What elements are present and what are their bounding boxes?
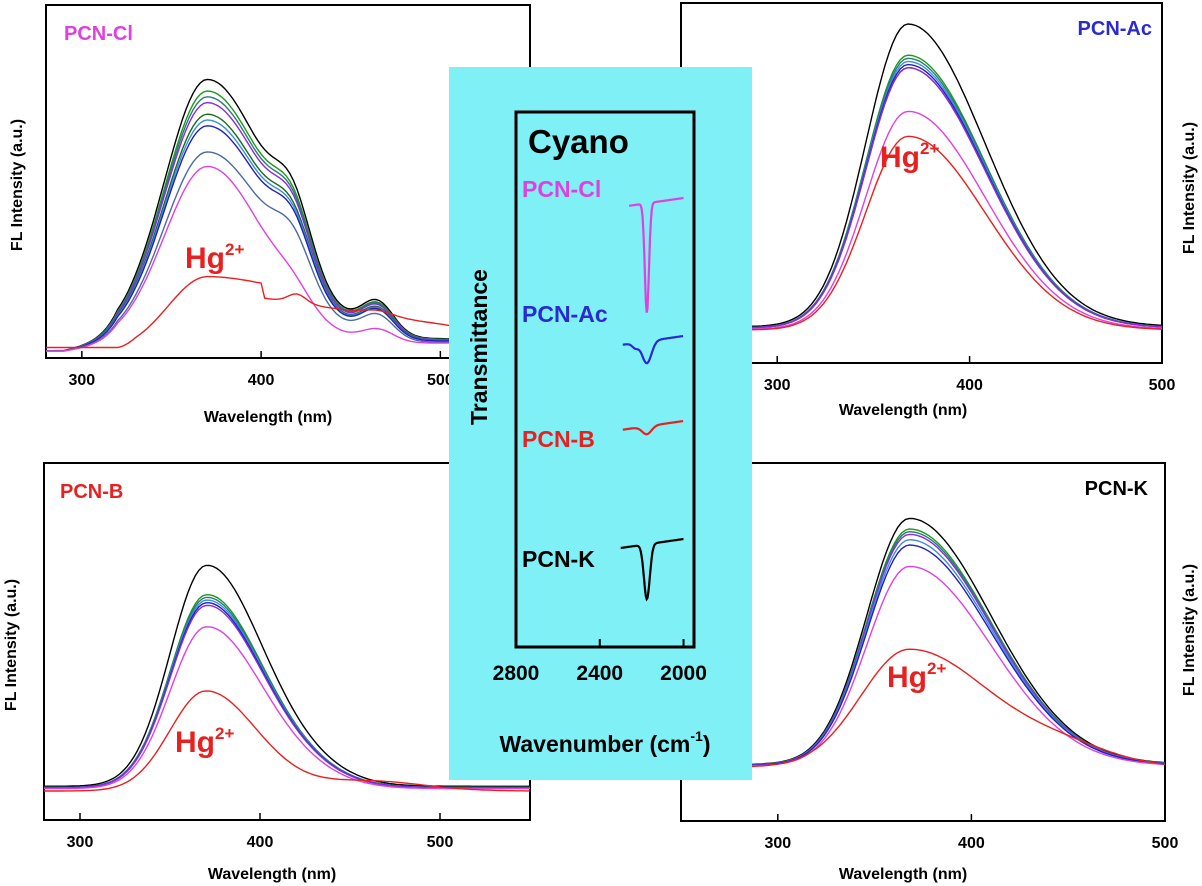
inset-x-tick-label: 2800 (493, 662, 540, 685)
hg-annotation-ac: Hg2+ (880, 139, 939, 174)
ir-line-pcn-ac (622, 335, 684, 365)
series-line-ion-2 (681, 57, 1163, 329)
inset-curves (620, 196, 684, 602)
plot-frame-ac (680, 2, 1163, 364)
x-tick-label: 300 (764, 377, 791, 394)
series-line-ion-4 (681, 538, 1166, 766)
series-line-ion-5 (681, 66, 1163, 329)
x-tick-label: 500 (1149, 377, 1176, 394)
series-line-hg2- (681, 135, 1163, 331)
series-line-blank (43, 564, 530, 787)
ylabel-b: FL Intensity (a.u.) (3, 579, 20, 711)
inset-label-pcn-k: PCN-K (522, 546, 595, 572)
inset-ylabel: Transmittance (466, 269, 492, 425)
hg-annotation-b: Hg2+ (175, 724, 234, 759)
series-line-ion-6 (681, 66, 1163, 329)
inset-background (449, 67, 752, 780)
xlabel-cl: Wavelength (nm) (204, 409, 332, 426)
x-tick-label: 300 (69, 372, 96, 389)
panel-pcn-b: 300 400 500 PCN-B Hg2+ Wavelength (nm) FL … (3, 462, 531, 883)
inset-frame (514, 110, 696, 649)
series-line-ion-1 (681, 54, 1163, 329)
plot-frame-k (680, 462, 1166, 822)
x-tick-label: 500 (427, 372, 454, 389)
ir-line-pcn-cl (628, 196, 684, 313)
inset-label-pcn-cl: PCN-Cl (522, 176, 601, 202)
curves-b (43, 564, 530, 792)
xlabel-b: Wavelength (nm) (208, 866, 336, 883)
x-tick-label: 500 (427, 834, 454, 851)
curves-ac (681, 23, 1163, 331)
ticks-k: 300 400 500 (764, 814, 1178, 852)
panel-label-cl: PCN-Cl (64, 23, 133, 45)
x-tick-label: 300 (764, 835, 791, 852)
inset-label-pcn-b: PCN-B (522, 426, 595, 452)
inset-xlabel: Wavenumber (cm-1) (500, 728, 711, 757)
series-line-ion-1 (681, 528, 1166, 766)
ir-line-pcn-b (622, 420, 684, 436)
series-line-hg2- (681, 648, 1166, 768)
ticks-cl: 300 400 500 (69, 351, 454, 389)
inset-ticks: 2800 2400 2000 (493, 639, 707, 685)
inset-label-pcn-ac: PCN-Ac (522, 301, 608, 327)
hg-annotation-cl: Hg2+ (185, 240, 244, 275)
ylabel-ac: FL Intensity (a.u.) (1181, 122, 1198, 254)
curves-k (681, 517, 1166, 768)
ylabel-k: FL Intensity (a.u.) (1181, 564, 1198, 696)
x-tick-label: 400 (958, 835, 985, 852)
panel-label-k: PCN-K (1085, 478, 1149, 500)
x-tick-label: 400 (956, 377, 983, 394)
panel-label-ac: PCN-Ac (1078, 18, 1152, 40)
ir-line-pcn-k (620, 537, 684, 602)
series-line-ion-7 (681, 110, 1163, 330)
x-tick-label: 300 (67, 834, 94, 851)
xlabel-ac: Wavelength (nm) (839, 402, 967, 419)
inset-x-tick-label: 2000 (660, 662, 707, 685)
series-line-ion-3 (681, 60, 1163, 329)
hg-annotation-k: Hg2+ (887, 659, 946, 694)
xlabel-k: Wavelength (nm) (839, 866, 967, 883)
series-line-blank (681, 23, 1163, 328)
series-line-ion-6 (44, 626, 530, 790)
panel-pcn-k: 300 400 500 PCN-K Hg2+ Wavelength (nm) FL … (680, 462, 1198, 883)
x-tick-label: 400 (247, 834, 274, 851)
series-line-blank (681, 517, 1166, 766)
panel-pcn-ac: 300 400 500 PCN-Ac Hg2+ Wavelength (nm) FL… (680, 2, 1198, 419)
inset-ir-panel: Cyano PCN-Cl PCN-Ac PCN-B PCN-K 2800 2400… (449, 67, 752, 780)
panel-label-b: PCN-B (60, 481, 123, 503)
x-tick-label: 400 (248, 372, 275, 389)
inset-title: Cyano (528, 123, 629, 160)
ticks-ac: 300 400 500 (764, 356, 1176, 394)
inset-x-tick-label: 2400 (576, 662, 623, 685)
series-line-ion-4 (681, 63, 1163, 329)
series-line-ion-5 (681, 544, 1166, 766)
ylabel-cl: FL Intensity (a.u.) (9, 119, 26, 251)
ticks-b: 300 400 500 (67, 813, 454, 851)
series-line-ion-2 (681, 530, 1166, 766)
series-line-hg2- (44, 690, 530, 792)
x-tick-label: 500 (1152, 835, 1179, 852)
